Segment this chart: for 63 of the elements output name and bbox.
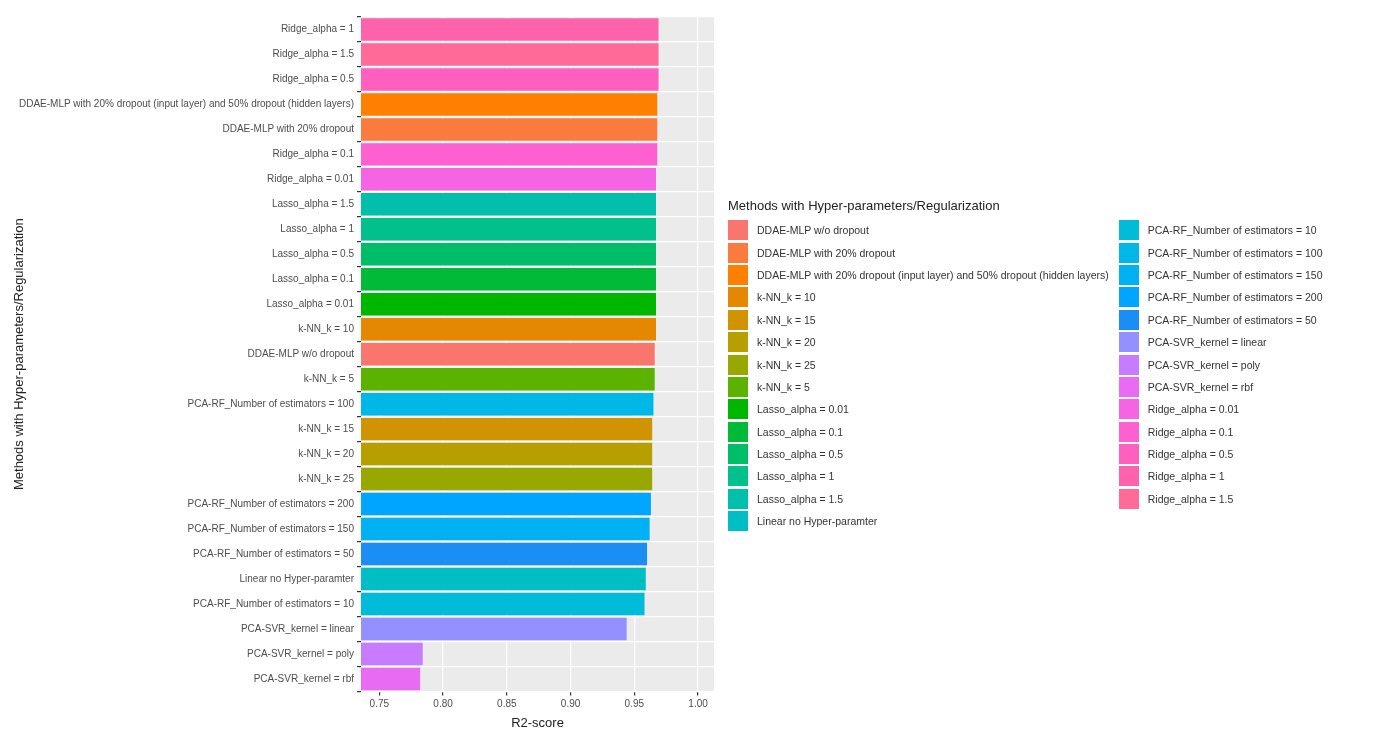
legend-label: k-NN_k = 5 [757,380,810,393]
legend-label: PCA-RF_Number of estimators = 10 [1147,224,1317,237]
y-tick-label: DDAE-MLP with 20% dropout (input layer) and 50% dropout (hidden layers) [19,98,354,110]
y-tick-label: Ridge_alpha = 0.01 [266,173,355,185]
legend-label: PCA-RF_Number of estimators = 150 [1147,268,1323,281]
legend-label: DDAE-MLP with 20% dropout [757,246,896,259]
legend-label: Lasso_alpha = 0.5 [757,448,844,461]
y-tick-label: Ridge_alpha = 1 [280,23,355,35]
legend-label: PCA-SVR_kernel = rbf [1147,380,1254,393]
y-tick-label: PCA-RF_Number of estimators = 50 [193,547,355,559]
y-tick-label: k-NN_k = 5 [303,372,355,384]
x-tick-label: 0.75 [369,698,390,710]
y-tick-label: DDAE-MLP w/o dropout [247,347,355,359]
y-tick-label: Lasso_alpha = 1 [280,223,355,235]
legend-label: k-NN_k = 20 [757,336,816,349]
y-tick-label: Ridge_alpha = 0.1 [272,148,355,160]
x-tick-label: 0.90 [560,698,581,710]
legend-label: DDAE-MLP w/o dropout [757,224,869,237]
legend-label: PCA-RF_Number of estimators = 50 [1147,313,1317,326]
legend-label: Lasso_alpha = 1.5 [757,492,844,505]
y-tick-label: PCA-RF_Number of estimators = 10 [193,597,355,609]
y-tick-label: Linear no Hyper-paramter [239,572,355,584]
legend-label: Ridge_alpha = 1.5 [1147,492,1234,505]
y-tick-label: Ridge_alpha = 1.5 [272,48,355,60]
legend-label: Linear no Hyper-paramter [757,515,878,528]
y-tick-label: PCA-SVR_kernel = poly [247,647,354,659]
y-tick-label: k-NN_k = 25 [298,472,355,484]
y-axis-title: Methods with Hyper-parameters/Regularization [11,218,27,491]
x-tick-label: 0.85 [497,698,518,710]
y-tick-label: PCA-RF_Number of estimators = 150 [187,522,355,534]
y-tick-label: Lasso_alpha = 1.5 [271,198,355,210]
legend-label: PCA-RF_Number of estimators = 200 [1147,291,1323,304]
legend-label: Ridge_alpha = 1 [1147,470,1225,483]
legend-label: Ridge_alpha = 0.1 [1147,425,1234,438]
legend-label: Ridge_alpha = 0.01 [1147,403,1240,416]
legend-label: k-NN_k = 25 [757,358,816,371]
legend-label: PCA-SVR_kernel = poly [1147,358,1261,371]
y-tick-label: Ridge_alpha = 0.5 [272,73,355,85]
legend-label: Lasso_alpha = 1 [757,470,835,483]
y-tick-label: Lasso_alpha = 0.5 [271,248,355,260]
x-axis-title: R2-score [511,714,564,730]
y-tick-label: Lasso_alpha = 0.1 [271,273,355,285]
x-tick-label: 0.80 [433,698,454,710]
x-tick-label: 1.00 [688,698,709,710]
y-tick-label: PCA-SVR_kernel = linear [240,622,355,634]
legend-label: k-NN_k = 15 [757,313,816,326]
y-tick-label: k-NN_k = 10 [298,322,355,334]
legend-label: PCA-RF_Number of estimators = 100 [1147,246,1323,259]
legend-label: Ridge_alpha = 0.5 [1147,448,1234,461]
y-tick-label: DDAE-MLP with 20% dropout [222,123,355,135]
y-tick-label: PCA-RF_Number of estimators = 100 [187,397,355,409]
legend-label: Lasso_alpha = 0.1 [757,425,844,438]
legend-label: PCA-SVR_kernel = linear [1147,336,1267,349]
y-tick-label: k-NN_k = 15 [298,422,355,434]
y-tick-label: PCA-RF_Number of estimators = 200 [187,497,355,509]
y-tick-label: Lasso_alpha = 0.01 [266,297,355,309]
x-tick-label: 0.95 [624,698,645,710]
legend-label: k-NN_k = 10 [757,291,816,304]
legend-label: DDAE-MLP with 20% dropout (input layer) and 50% dropout (hidden layers) [757,268,1109,281]
legend-label: Lasso_alpha = 0.01 [757,403,849,416]
legend-title: Methods with Hyper-parameters/Regularization [728,198,1001,213]
y-tick-label: PCA-SVR_kernel = rbf [253,672,355,684]
y-tick-label: k-NN_k = 20 [298,447,355,459]
